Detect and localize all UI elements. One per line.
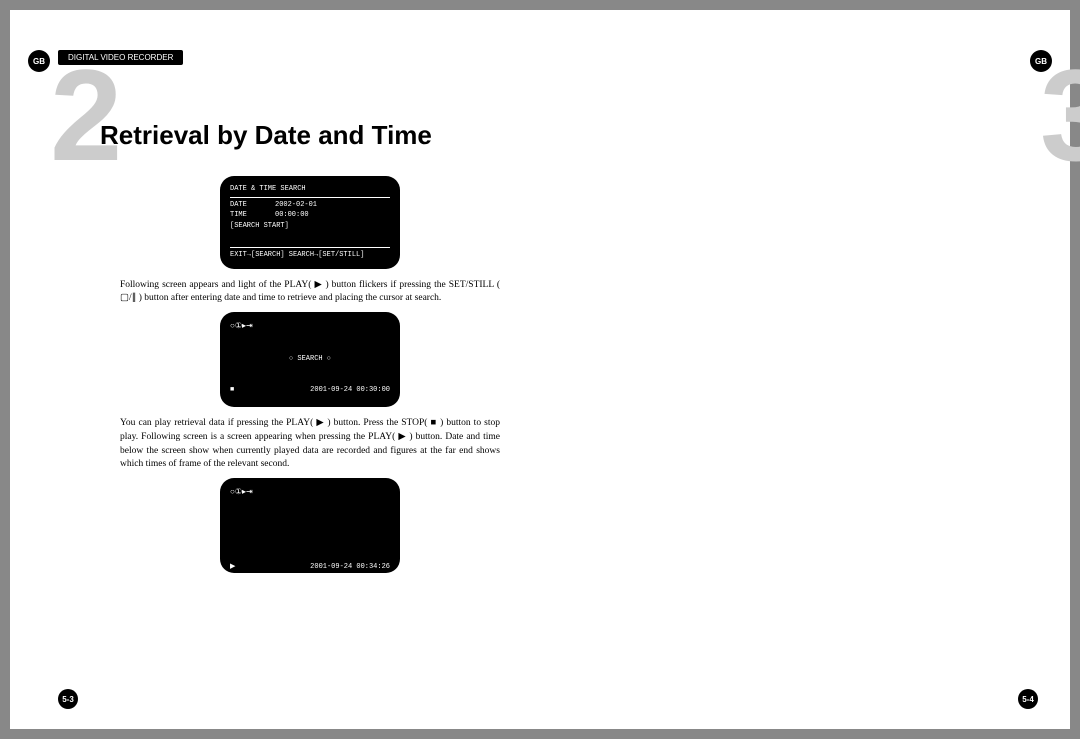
section-number-3: 3 — [1040, 50, 1080, 180]
osd-play-screen: ○①▸⇥ ▶ 2001-09-24 00:34:26 — [220, 478, 400, 573]
play-icon: ▶ — [230, 562, 235, 573]
osd-footer: EXIT→[SEARCH] SEARCH→[SET/STILL] — [230, 250, 390, 261]
osd-title: DATE & TIME SEARCH — [230, 184, 390, 195]
osd-timestamp: 2001-09-24 00:30:00 — [310, 385, 390, 396]
page-number-right: 5-4 — [1018, 689, 1038, 709]
osd-row-time: TIME 00:00:00 — [230, 210, 390, 221]
label: DATE — [230, 200, 275, 211]
value: 2002-02-01 — [275, 200, 390, 211]
paragraph: Following screen appears and light of th… — [120, 279, 500, 307]
osd-icons: ○①▸⇥ — [230, 320, 390, 332]
osd-icons: ○①▸⇥ — [230, 486, 390, 498]
content-left: DATE & TIME SEARCH DATE 2002-02-01 TIME … — [120, 170, 500, 583]
page-left: GB DIGITAL VIDEO RECORDER 2 Retrieval by… — [10, 10, 540, 729]
page-number-left: 5-3 — [58, 689, 78, 709]
gb-badge-left: GB — [28, 50, 50, 72]
divider — [230, 197, 390, 198]
divider — [230, 247, 390, 248]
osd-timestamp: 2001-09-24 00:34:26 — [310, 562, 390, 573]
page-right: GB 3 Recorded Data List View RECORD EVEN… — [540, 10, 1070, 729]
osd-center: ○ SEARCH ○ — [230, 354, 390, 365]
section-number-2: 2 — [50, 50, 122, 180]
value: 00:00:00 — [275, 210, 390, 221]
osd-date-time-search: DATE & TIME SEARCH DATE 2002-02-01 TIME … — [220, 176, 400, 269]
paragraph: You can play retrieval data if pressing … — [120, 417, 500, 472]
osd-row-date: DATE 2002-02-01 — [230, 200, 390, 211]
page-background: GB DIGITAL VIDEO RECORDER 2 Retrieval by… — [10, 10, 1070, 729]
label: TIME — [230, 210, 275, 221]
osd-search-screen: ○①▸⇥ ○ SEARCH ○ ■ 2001-09-24 00:30:00 — [220, 312, 400, 407]
section-title-left: Retrieval by Date and Time — [100, 120, 432, 151]
spread: GB DIGITAL VIDEO RECORDER 2 Retrieval by… — [10, 10, 1070, 729]
stop-icon: ■ — [230, 385, 234, 396]
osd-row-searchstart: [SEARCH START] — [230, 221, 390, 232]
